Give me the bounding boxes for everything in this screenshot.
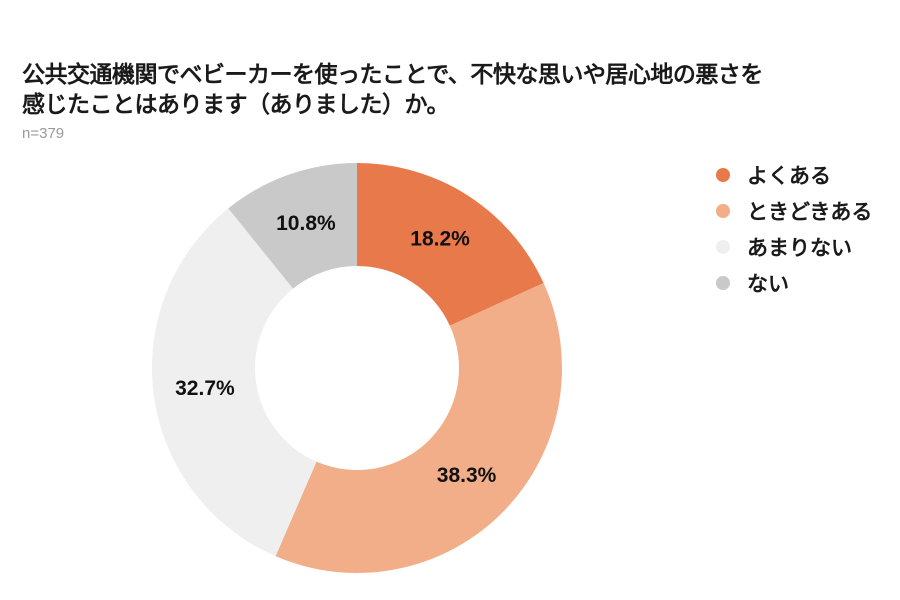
legend-dot-icon (716, 204, 730, 218)
slice-sometimes (275, 283, 562, 573)
legend-item-rarely: あまりない (716, 229, 872, 265)
slice-value-label: 10.8% (276, 212, 336, 235)
legend-dot-icon (716, 240, 730, 254)
slice-value-label: 18.2% (410, 227, 470, 250)
legend: よくある ときどきある あまりない ない (716, 157, 872, 301)
legend-label: ない (747, 272, 789, 296)
legend-dot-icon (716, 276, 730, 290)
legend-item-sometimes: ときどきある (716, 193, 872, 229)
legend-dot-icon (716, 168, 730, 182)
legend-label: ときどきある (747, 200, 873, 224)
legend-item-often: よくある (716, 157, 872, 193)
slice-value-label: 32.7% (175, 377, 235, 400)
sample-size: n=379 (22, 125, 65, 142)
legend-label: あまりない (747, 236, 852, 260)
legend-item-never: ない (716, 265, 872, 301)
chart-title: 公共交通機関でベビーカーを使ったことで、不快な思いや居心地の悪さを 感じたことは… (22, 62, 763, 118)
slice-often (357, 163, 544, 326)
legend-label: よくある (747, 164, 831, 188)
slice-never (228, 163, 357, 289)
slice-rarely (151, 208, 317, 557)
slice-value-label: 38.3% (437, 464, 497, 487)
